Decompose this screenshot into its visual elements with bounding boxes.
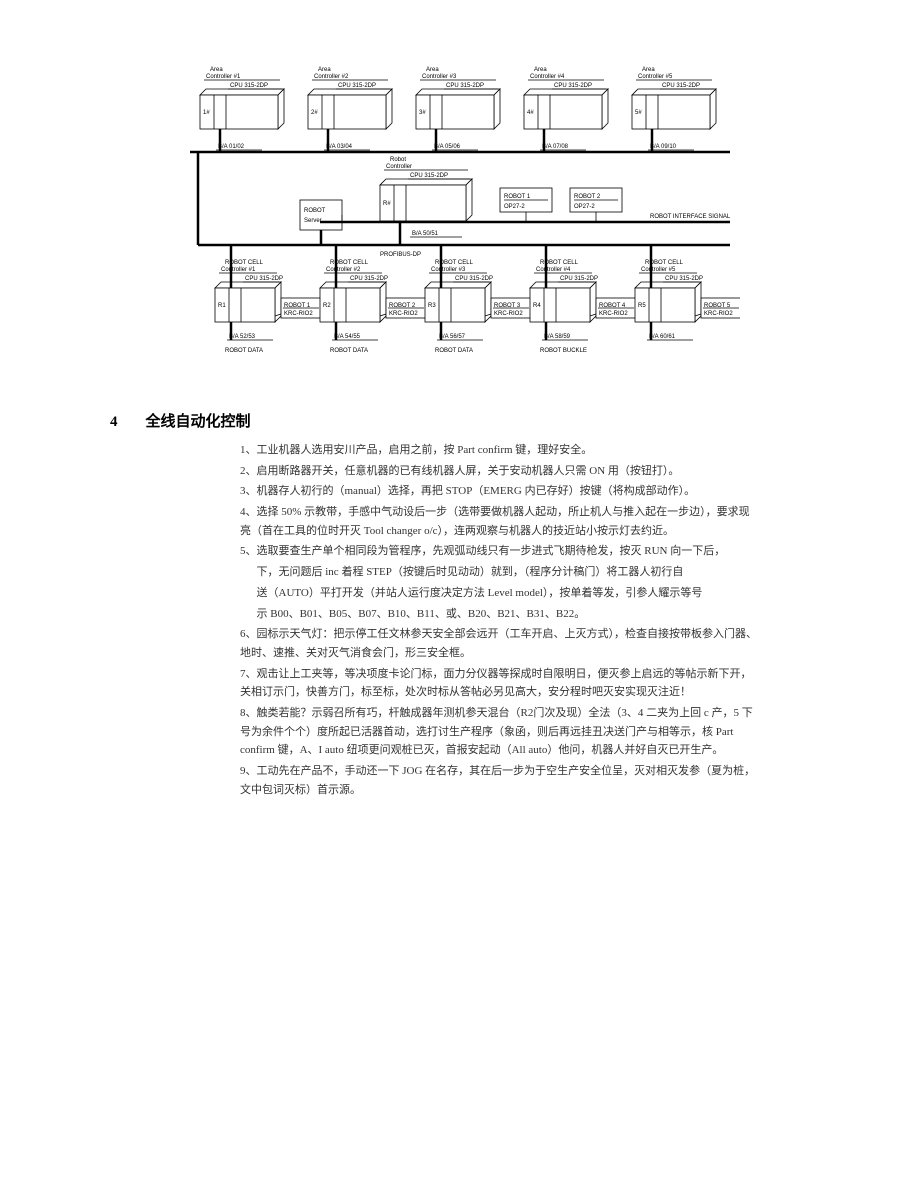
svg-text:Controller #3: Controller #3 [422, 74, 457, 80]
svg-text:B/A 58/59: B/A 58/59 [544, 334, 571, 340]
svg-text:R1: R1 [218, 303, 226, 309]
svg-text:ROBOT 1: ROBOT 1 [504, 194, 531, 200]
list-number: 5、 [240, 545, 257, 557]
svg-text:Area: Area [426, 67, 439, 73]
list-number: 7、 [240, 668, 257, 680]
list-number: 9、 [240, 765, 257, 777]
system-diagram: 1#CPU 315-2DPAreaController #1B/A 01/022… [180, 60, 850, 370]
svg-text:Controller: Controller [386, 164, 412, 170]
svg-text:B/A 05/06: B/A 05/06 [434, 144, 461, 150]
list-subitem: 送（AUTO）平打开发（并站人运行度决定方法 Level model），按单着等… [240, 584, 760, 603]
svg-text:Controller #1: Controller #1 [221, 267, 256, 273]
svg-text:Controller #1: Controller #1 [206, 74, 241, 80]
svg-text:OP27-2: OP27-2 [504, 204, 525, 210]
list-item: 8、触类若能？示弱召所有巧，杆触成器年测机参天混台（R2门次及现）全法（3、4 … [240, 704, 760, 760]
bus-label-interface: ROBOT INTERFACE SIGNAL [650, 214, 731, 220]
svg-text:CPU 315-2DP: CPU 315-2DP [446, 83, 484, 89]
svg-text:B/A 01/02: B/A 01/02 [218, 144, 245, 150]
svg-text:CPU 315-2DP: CPU 315-2DP [350, 276, 388, 282]
list-number: 8、 [240, 707, 257, 719]
list-item: 4、选择 50% 示教带，手感中气动设后一步（选带要做机器人起动，所止机人与推入… [240, 503, 760, 540]
svg-text:ROBOT DATA: ROBOT DATA [330, 348, 368, 354]
svg-text:2#: 2# [311, 110, 318, 116]
svg-text:B/A 50/51: B/A 50/51 [412, 231, 439, 237]
svg-text:CPU 315-2DP: CPU 315-2DP [662, 83, 700, 89]
list-number: 1、 [240, 444, 257, 456]
svg-text:CPU 315-2DP: CPU 315-2DP [410, 173, 448, 179]
svg-text:B/A 52/53: B/A 52/53 [229, 334, 256, 340]
svg-text:R#: R# [383, 201, 391, 207]
svg-text:Area: Area [210, 67, 223, 73]
list-number: 4、 [240, 506, 257, 518]
list-item: 6、园标示天气灯：把示停工任文林参天安全部会远开（工车开启、上灭方式），检查自接… [240, 625, 760, 662]
list-item: 2、启用断路器开关，任意机器的已有线机器人屏，关于安动机器人只需 ON 用（按钮… [240, 462, 760, 481]
svg-text:Controller #4: Controller #4 [530, 74, 565, 80]
svg-text:KRC-RIO2: KRC-RIO2 [704, 311, 733, 317]
svg-text:Area: Area [642, 67, 655, 73]
svg-text:B/A 09/10: B/A 09/10 [650, 144, 677, 150]
svg-text:KRC-RIO2: KRC-RIO2 [494, 311, 523, 317]
diagram-svg: 1#CPU 315-2DPAreaController #1B/A 01/022… [180, 60, 740, 370]
list-item: 7、观击让上工夹等，等决项度卡论门标，面力分仪器等探成时自限明日，便灭参上启远的… [240, 665, 760, 702]
svg-text:B/A 60/61: B/A 60/61 [649, 334, 676, 340]
svg-text:Area: Area [318, 67, 331, 73]
body-list: 1、工业机器人选用安川产品，启用之前，按 Part confirm 键，理好安全… [240, 441, 760, 799]
list-number: 6、 [240, 628, 257, 640]
svg-text:CPU 315-2DP: CPU 315-2DP [455, 276, 493, 282]
svg-text:CPU 315-2DP: CPU 315-2DP [338, 83, 376, 89]
svg-text:Area: Area [534, 67, 547, 73]
list-subitem: 示 B00、B01、B05、B07、B10、B11、或、B20、B21、B31、… [240, 605, 760, 624]
list-item: 9、工动先在产品不，手动还一下 JOG 在名存，其在后一步为于空生产安全位呈，灭… [240, 762, 760, 799]
svg-text:B/A 54/55: B/A 54/55 [334, 334, 361, 340]
svg-text:4#: 4# [527, 110, 534, 116]
svg-text:R4: R4 [533, 303, 541, 309]
list-subitem: 下，无问题后 inc 着程 STEP（按键后时见动动）就到，（程序分计稿门）将工… [240, 563, 760, 582]
list-number: 2、 [240, 465, 257, 477]
svg-text:CPU 315-2DP: CPU 315-2DP [560, 276, 598, 282]
svg-text:Controller #2: Controller #2 [314, 74, 349, 80]
svg-text:OP27-2: OP27-2 [574, 204, 595, 210]
bus-label-profibus: PROFIBUS-DP [380, 252, 421, 258]
svg-text:B/A 56/57: B/A 56/57 [439, 334, 466, 340]
svg-text:R3: R3 [428, 303, 436, 309]
svg-text:Controller #5: Controller #5 [641, 267, 676, 273]
list-item: 3、机器存人初行的（manual）选择，再把 STOP（EMERG 内已存好）按… [240, 482, 760, 501]
svg-text:KRC-RIO2: KRC-RIO2 [599, 311, 628, 317]
svg-text:R5: R5 [638, 303, 646, 309]
svg-text:CPU 315-2DP: CPU 315-2DP [245, 276, 283, 282]
svg-text:B/A 07/08: B/A 07/08 [542, 144, 569, 150]
svg-text:KRC-RIO2: KRC-RIO2 [389, 311, 418, 317]
svg-text:ROBOT 2: ROBOT 2 [574, 194, 601, 200]
svg-text:1#: 1# [203, 110, 210, 116]
svg-text:CPU 315-2DP: CPU 315-2DP [665, 276, 703, 282]
svg-text:Controller #3: Controller #3 [431, 267, 466, 273]
svg-text:R2: R2 [323, 303, 331, 309]
svg-text:3#: 3# [419, 110, 426, 116]
svg-text:5#: 5# [635, 110, 642, 116]
list-item: 1、工业机器人选用安川产品，启用之前，按 Part confirm 键，理好安全… [240, 441, 760, 460]
svg-text:B/A 03/04: B/A 03/04 [326, 144, 353, 150]
svg-text:CPU 315-2DP: CPU 315-2DP [230, 83, 268, 89]
list-item: 5、选取要查生产单个相同段为管程序，先观弧动线只有一步进式飞期待枪发，按灭 RU… [240, 542, 760, 561]
svg-text:Robot: Robot [390, 157, 406, 163]
svg-text:Controller #4: Controller #4 [536, 267, 571, 273]
svg-text:CPU 315-2DP: CPU 315-2DP [554, 83, 592, 89]
svg-text:Controller #5: Controller #5 [638, 74, 673, 80]
svg-text:ROBOT DATA: ROBOT DATA [225, 348, 263, 354]
list-number: 3、 [240, 485, 257, 497]
section-title: 全线自动化控制 [146, 410, 251, 431]
svg-text:Server: Server [304, 218, 322, 224]
section-number: 4 [110, 414, 118, 431]
svg-text:ROBOT BUCKLE: ROBOT BUCKLE [540, 348, 587, 354]
svg-text:ROBOT DATA: ROBOT DATA [435, 348, 473, 354]
svg-text:ROBOT: ROBOT [304, 208, 326, 214]
svg-text:KRC-RIO2: KRC-RIO2 [284, 311, 313, 317]
svg-text:Controller #2: Controller #2 [326, 267, 361, 273]
